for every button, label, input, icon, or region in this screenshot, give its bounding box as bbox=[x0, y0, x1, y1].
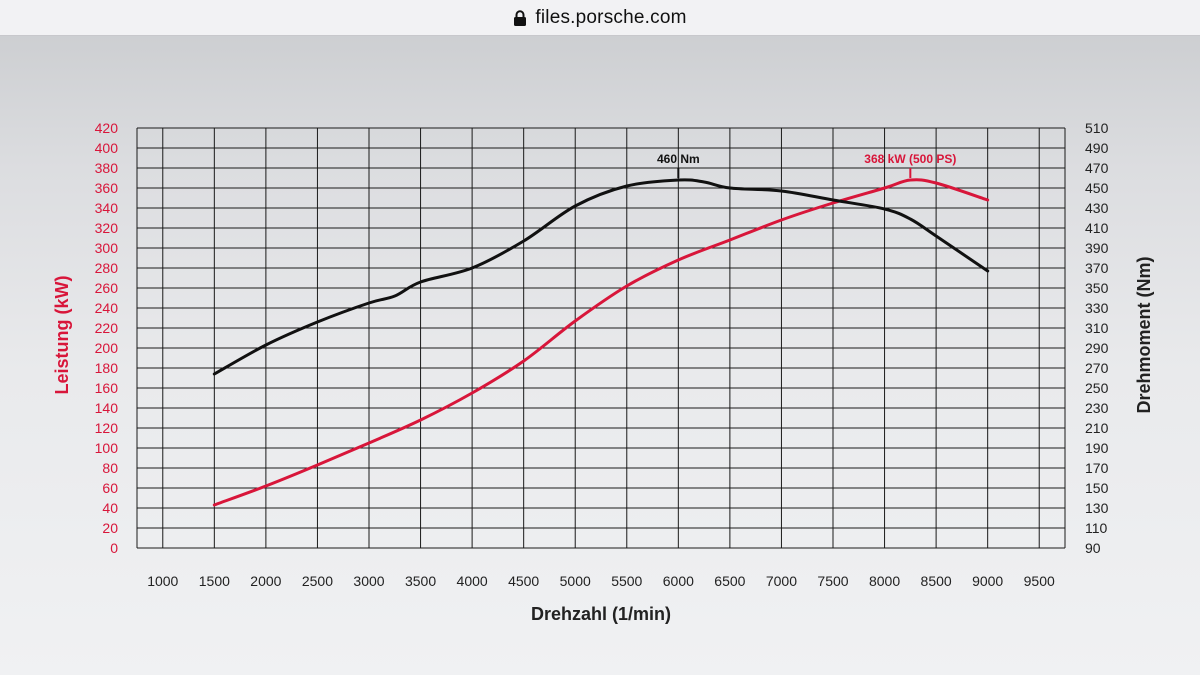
y-right-tick-label: 130 bbox=[1085, 500, 1109, 516]
lock-icon bbox=[514, 9, 527, 26]
y-axis-left-title: Leistung (kW) bbox=[52, 276, 72, 395]
x-axis-ticks: 1000 1500 2000 2500 3000 3500 4000 4500 5000 5500… bbox=[147, 573, 1055, 589]
x-tick-label: 1500 bbox=[199, 573, 230, 589]
y-right-tick-label: 510 bbox=[1085, 120, 1109, 136]
y-right-tick-label: 230 bbox=[1085, 400, 1109, 416]
y-right-tick-label: 410 bbox=[1085, 220, 1109, 236]
y-left-tick-label: 40 bbox=[102, 500, 118, 516]
y-left-tick-label: 240 bbox=[95, 300, 119, 316]
y-right-tick-label: 430 bbox=[1085, 200, 1109, 216]
chart-grid bbox=[136, 127, 1066, 549]
y-right-tick-label: 470 bbox=[1085, 160, 1109, 176]
y-left-tick-label: 400 bbox=[95, 140, 119, 156]
chart: 0 20 40 60 80 100 120 140 160 180 200 220 240 260 280 3… bbox=[52, 120, 1154, 624]
y-left-tick-label: 180 bbox=[95, 360, 119, 376]
x-tick-label: 2500 bbox=[302, 573, 333, 589]
y-left-tick-label: 380 bbox=[95, 160, 119, 176]
y-left-tick-label: 200 bbox=[95, 340, 119, 356]
y-right-tick-label: 450 bbox=[1085, 180, 1109, 196]
x-tick-label: 9500 bbox=[1024, 573, 1055, 589]
y-right-tick-label: 90 bbox=[1085, 540, 1101, 556]
annotation-label: 460 Nm bbox=[657, 152, 700, 166]
y-left-tick-label: 20 bbox=[102, 520, 118, 536]
y-left-tick-label: 120 bbox=[95, 420, 119, 436]
y-left-tick-label: 80 bbox=[102, 460, 118, 476]
x-tick-label: 5500 bbox=[611, 573, 642, 589]
x-tick-label: 4500 bbox=[508, 573, 539, 589]
y-left-tick-label: 160 bbox=[95, 380, 119, 396]
x-tick-label: 7000 bbox=[766, 573, 797, 589]
series-line-torque bbox=[212, 178, 990, 376]
y-left-tick-label: 60 bbox=[102, 480, 118, 496]
x-tick-label: 8500 bbox=[921, 573, 952, 589]
y-left-tick-label: 140 bbox=[95, 400, 119, 416]
x-tick-label: 1000 bbox=[147, 573, 178, 589]
y-right-tick-label: 290 bbox=[1085, 340, 1109, 356]
chart-annotations: 460 Nm 368 kW (500 PS) bbox=[657, 152, 956, 178]
y-right-tick-label: 150 bbox=[1085, 480, 1109, 496]
y-axis-right-ticks: 90 110 130 150 170 190 210 230 250 270 290 310 330 35… bbox=[1085, 120, 1109, 556]
y-right-tick-label: 270 bbox=[1085, 360, 1109, 376]
y-right-tick-label: 370 bbox=[1085, 260, 1109, 276]
y-right-tick-label: 210 bbox=[1085, 420, 1109, 436]
x-tick-label: 6500 bbox=[714, 573, 745, 589]
x-tick-label: 8000 bbox=[869, 573, 900, 589]
series-line-power bbox=[212, 178, 990, 507]
annotation-label: 368 kW (500 PS) bbox=[864, 152, 956, 166]
y-axis-left-ticks: 0 20 40 60 80 100 120 140 160 180 200 220 240 260 280 3… bbox=[95, 120, 119, 556]
x-tick-label: 7500 bbox=[817, 573, 848, 589]
chart-series bbox=[212, 178, 990, 507]
y-right-tick-label: 330 bbox=[1085, 300, 1109, 316]
y-right-tick-label: 110 bbox=[1085, 520, 1108, 536]
x-tick-label: 9000 bbox=[972, 573, 1003, 589]
y-left-tick-label: 280 bbox=[95, 260, 119, 276]
y-left-tick-label: 300 bbox=[95, 240, 119, 256]
y-right-tick-label: 310 bbox=[1085, 320, 1109, 336]
x-axis-title: Drehzahl (1/min) bbox=[531, 604, 671, 624]
y-right-tick-label: 490 bbox=[1085, 140, 1109, 156]
y-left-tick-label: 100 bbox=[95, 440, 119, 456]
x-tick-label: 6000 bbox=[663, 573, 694, 589]
y-left-tick-label: 320 bbox=[95, 220, 119, 236]
x-tick-label: 3500 bbox=[405, 573, 436, 589]
y-left-tick-label: 340 bbox=[95, 200, 119, 216]
y-left-tick-label: 220 bbox=[95, 320, 119, 336]
y-right-tick-label: 350 bbox=[1085, 280, 1109, 296]
y-right-tick-label: 250 bbox=[1085, 380, 1109, 396]
y-left-tick-label: 420 bbox=[95, 120, 119, 136]
x-tick-label: 3000 bbox=[353, 573, 384, 589]
url-host: files.porsche.com bbox=[535, 6, 687, 28]
y-right-tick-label: 170 bbox=[1085, 460, 1109, 476]
y-right-tick-label: 190 bbox=[1085, 440, 1109, 456]
x-tick-label: 2000 bbox=[250, 573, 281, 589]
x-tick-label: 4000 bbox=[457, 573, 488, 589]
y-right-tick-label: 390 bbox=[1085, 240, 1109, 256]
browser-url-bar[interactable]: files.porsche.com bbox=[0, 0, 1200, 36]
y-left-tick-label: 260 bbox=[95, 280, 119, 296]
y-left-tick-label: 360 bbox=[95, 180, 119, 196]
y-axis-right-title: Drehmoment (Nm) bbox=[1134, 256, 1154, 413]
y-left-tick-label: 0 bbox=[110, 540, 118, 556]
x-tick-label: 5000 bbox=[560, 573, 591, 589]
